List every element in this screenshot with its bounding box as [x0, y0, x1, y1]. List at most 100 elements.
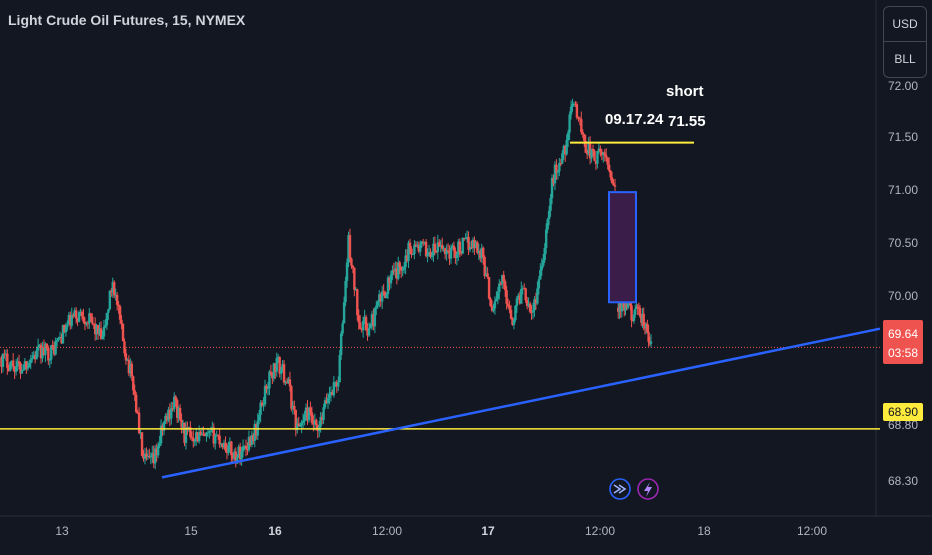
candle-body — [206, 432, 210, 434]
candle-body — [509, 309, 513, 319]
candle-body — [398, 262, 401, 267]
candle-body — [445, 250, 448, 255]
candle-body — [345, 262, 349, 281]
candle-body — [17, 361, 21, 364]
candle-body — [637, 307, 641, 309]
candle-body — [271, 373, 274, 379]
trendline[interactable] — [161, 327, 881, 479]
candle-body — [309, 407, 312, 413]
range-rectangle[interactable] — [608, 191, 637, 304]
candle-body — [260, 402, 264, 406]
candle-body — [495, 298, 498, 302]
candle-body — [602, 152, 605, 156]
candle-body — [266, 388, 270, 390]
candle-body — [173, 396, 176, 410]
candle-body — [39, 344, 43, 359]
candle-body — [511, 318, 514, 325]
candle-body — [635, 306, 638, 310]
annotation-date[interactable]: 09.17.24 — [605, 111, 664, 128]
candle-body — [238, 446, 242, 460]
candle-body — [484, 273, 488, 276]
candle-body — [416, 245, 419, 247]
candle-body — [517, 295, 520, 299]
time-tick-label: 12:00 — [372, 524, 402, 538]
candle-body — [329, 392, 333, 395]
unit-label[interactable]: BLL — [894, 52, 916, 66]
candle-body — [127, 359, 131, 374]
candle-body — [344, 280, 347, 303]
candle-body — [193, 440, 196, 442]
candle-body — [514, 305, 517, 321]
candle-body — [63, 325, 66, 333]
candle-body — [269, 371, 273, 374]
candle-body — [282, 364, 286, 383]
candle-body — [44, 343, 47, 355]
candle-body — [348, 235, 352, 259]
candle-body — [162, 421, 166, 431]
replay-event-button[interactable] — [609, 478, 631, 500]
candle-body — [540, 265, 543, 271]
candle-body — [605, 155, 608, 158]
candle-body — [357, 315, 360, 323]
candle-body — [298, 425, 302, 427]
candle-body — [35, 350, 38, 360]
candle-body — [375, 305, 378, 308]
candle-body — [52, 345, 56, 355]
candle-body — [550, 178, 554, 199]
candle-body — [274, 363, 277, 372]
candle-body — [335, 382, 338, 387]
candle-body — [400, 266, 403, 271]
annotation-price[interactable]: 71.55 — [668, 113, 706, 130]
candle-body — [195, 432, 198, 441]
candle-body — [553, 164, 557, 184]
symbol-title[interactable]: Light Crude Oil Futures, 15, NYMEX — [8, 12, 246, 28]
candle-body — [448, 251, 451, 259]
candle-body — [315, 420, 318, 425]
candle-body — [184, 427, 188, 443]
candle-body — [587, 143, 590, 155]
candle-body — [123, 341, 126, 354]
candle-body — [603, 152, 606, 156]
candle-body — [313, 420, 317, 425]
candle-body — [158, 443, 161, 447]
lightning-event-button[interactable] — [637, 478, 659, 500]
annotation-short[interactable]: short — [666, 83, 704, 100]
candle-body — [73, 310, 76, 317]
candle-body — [285, 381, 289, 384]
candle-body — [401, 269, 404, 271]
candle-body — [278, 356, 281, 374]
candle-body — [596, 150, 599, 164]
candle-body — [262, 404, 265, 406]
candle-body — [80, 311, 84, 317]
candle-body — [187, 427, 191, 429]
candle-body — [288, 379, 292, 387]
candle-body — [216, 434, 220, 436]
candle-body — [597, 148, 601, 151]
candle-body — [246, 448, 249, 451]
candle-body — [257, 414, 261, 421]
candle-body — [167, 409, 170, 421]
candle-body — [465, 237, 469, 239]
candle-body — [328, 394, 331, 398]
candle-body — [129, 363, 132, 374]
candle-body — [114, 294, 117, 296]
candle-body — [31, 357, 34, 360]
candle-body — [319, 416, 322, 427]
candle-body — [612, 183, 615, 186]
candle-body — [486, 273, 489, 277]
candle-body — [397, 262, 400, 279]
candle-body — [455, 254, 459, 259]
currency-label[interactable]: USD — [892, 17, 918, 31]
candle-body — [531, 310, 535, 313]
unit-selector[interactable]: USD BLL — [883, 6, 927, 78]
candle-body — [181, 422, 185, 428]
candle-body — [133, 390, 136, 395]
candle-body — [574, 103, 577, 105]
candle-body — [215, 434, 218, 436]
candle-body — [48, 359, 51, 361]
candle-body — [644, 323, 648, 329]
time-tick-label: 16 — [268, 524, 282, 538]
candle-body — [16, 361, 19, 367]
candle-body — [625, 303, 628, 309]
